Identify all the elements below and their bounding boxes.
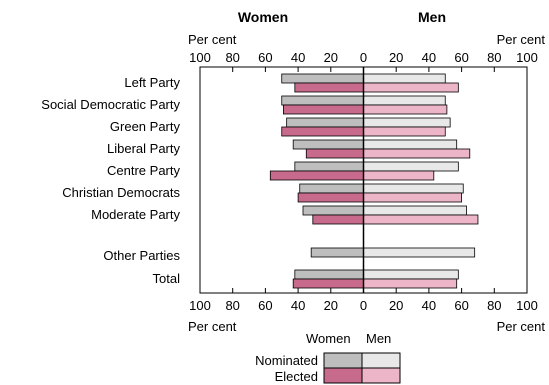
category-label-social-democratic-party: Social Democratic Party — [41, 97, 180, 112]
tick-label-bottom-5: 0 — [360, 298, 367, 313]
category-label-liberal-party: Liberal Party — [107, 141, 180, 156]
tick-label-bottom-1: 80 — [225, 298, 239, 313]
bar-women-nominated-moderate-party — [302, 205, 364, 216]
legend-row-nominated: Nominated — [255, 353, 318, 368]
bar-women-elected-christian-democrats — [297, 192, 364, 203]
tick-label-bottom-6: 20 — [389, 298, 403, 313]
legend: Women Men Nominated Elected — [255, 331, 401, 384]
unit-label-bottom-right: Per cent — [497, 319, 546, 334]
bar-men-nominated-total — [363, 269, 459, 280]
unit-label-top-left: Per cent — [188, 32, 237, 47]
tick-label-bottom-3: 40 — [291, 298, 305, 313]
tick-label-top-5: 0 — [360, 50, 367, 65]
bar-women-elected-total — [292, 278, 364, 289]
category-label-christian-democrats: Christian Democrats — [62, 185, 180, 200]
bar-men-elected-total — [363, 278, 458, 289]
bar-men-nominated-left-party — [363, 73, 446, 84]
tick-label-top-4: 20 — [324, 50, 338, 65]
bar-women-nominated-social-democratic-party — [281, 95, 364, 106]
tick-label-bottom-2: 60 — [258, 298, 272, 313]
men-title: Men — [418, 9, 446, 25]
legend-col-women: Women — [306, 331, 351, 346]
bar-men-elected-christian-democrats — [363, 192, 462, 203]
bar-men-elected-social-democratic-party — [363, 104, 448, 115]
unit-label-bottom-left: Per cent — [188, 319, 237, 334]
bar-men-elected-left-party — [363, 82, 459, 93]
tick-label-top-6: 20 — [389, 50, 403, 65]
bar-men-elected-centre-party — [363, 170, 435, 181]
bar-men-nominated-liberal-party — [363, 139, 458, 150]
women-title: Women — [238, 9, 288, 25]
bar-men-nominated-social-democratic-party — [363, 95, 446, 106]
category-label-centre-party: Centre Party — [107, 163, 180, 178]
bar-men-nominated-green-party — [363, 117, 451, 128]
bar-women-elected-social-democratic-party — [282, 104, 364, 115]
category-label-moderate-party: Moderate Party — [91, 207, 180, 222]
bar-men-nominated-christian-democrats — [363, 183, 464, 194]
bar-women-elected-centre-party — [269, 170, 364, 181]
unit-label-top-right: Per cent — [497, 32, 546, 47]
bar-women-nominated-left-party — [281, 73, 364, 84]
bar-women-elected-liberal-party — [305, 148, 364, 159]
tick-label-top-3: 40 — [291, 50, 305, 65]
bar-women-nominated-christian-democrats — [299, 183, 364, 194]
bar-women-nominated-green-party — [286, 117, 364, 128]
bar-women-nominated-other-parties — [310, 247, 364, 258]
bar-women-nominated-liberal-party — [292, 139, 364, 150]
tick-label-bottom-4: 20 — [324, 298, 338, 313]
tick-label-bottom-10: 100 — [516, 298, 538, 313]
legend-swatch-men-elected — [361, 367, 401, 384]
category-labels-group: Left Party Social Democratic Party Green P… — [41, 75, 180, 286]
category-label-total: Total — [153, 271, 181, 286]
category-label-other-parties: Other Parties — [103, 248, 180, 263]
bar-women-elected-green-party — [281, 126, 364, 137]
bar-men-nominated-moderate-party — [363, 205, 467, 216]
tick-label-bottom-8: 60 — [454, 298, 468, 313]
tick-label-top-9: 80 — [487, 50, 501, 65]
bar-men-elected-green-party — [363, 126, 446, 137]
tick-label-bottom-0: 100 — [189, 298, 211, 313]
bar-men-nominated-centre-party — [363, 161, 459, 172]
bar-women-nominated-centre-party — [294, 161, 364, 172]
legend-swatch-women-elected — [323, 367, 363, 384]
legend-row-elected: Elected — [275, 369, 318, 384]
legend-col-men: Men — [366, 331, 391, 346]
category-label-left-party: Left Party — [124, 75, 180, 90]
bar-women-nominated-total — [294, 269, 364, 280]
bars-group — [269, 73, 479, 289]
legend-swatch-men-nominated — [361, 352, 401, 369]
bar-men-nominated-other-parties — [363, 247, 476, 258]
bar-women-elected-moderate-party — [312, 214, 364, 225]
tick-label-top-1: 80 — [225, 50, 239, 65]
tick-label-top-0: 100 — [189, 50, 211, 65]
bar-men-elected-liberal-party — [363, 148, 471, 159]
bar-men-elected-moderate-party — [363, 214, 479, 225]
tick-label-top-8: 60 — [454, 50, 468, 65]
tick-label-bottom-9: 80 — [487, 298, 501, 313]
ticks-group: 100 100 80 80 60 60 40 40 20 20 0 0 20 20 40 40 60 60 80 80… — [189, 50, 538, 313]
tick-label-bottom-7: 40 — [422, 298, 436, 313]
tick-label-top-2: 60 — [258, 50, 272, 65]
tick-label-top-10: 100 — [516, 50, 538, 65]
bar-women-elected-left-party — [294, 82, 364, 93]
tick-label-top-7: 40 — [422, 50, 436, 65]
legend-swatch-women-nominated — [323, 352, 363, 369]
category-label-green-party: Green Party — [110, 119, 181, 134]
